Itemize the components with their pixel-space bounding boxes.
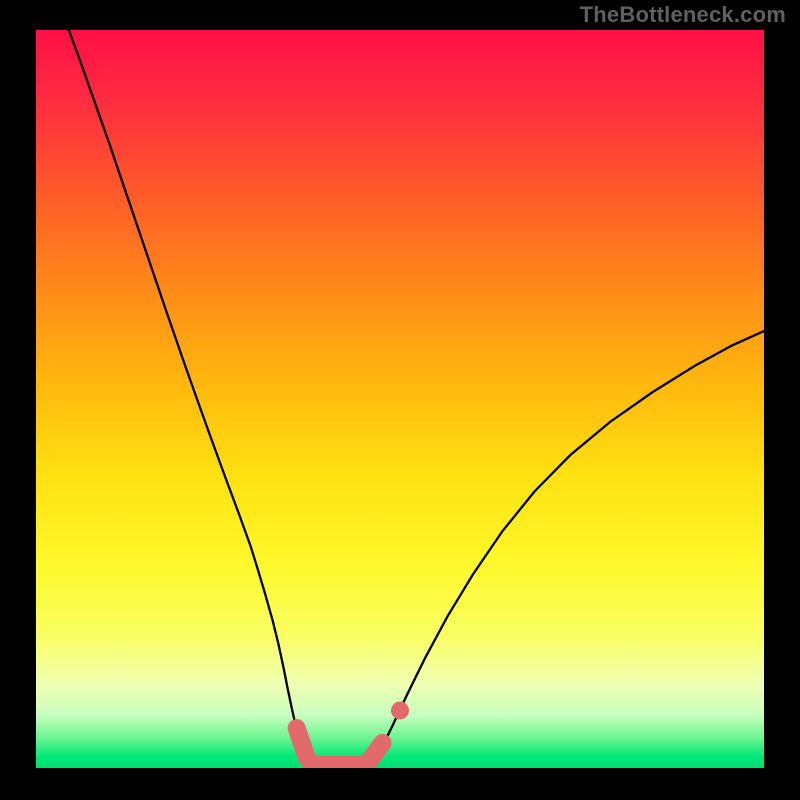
watermark-text: TheBottleneck.com: [580, 2, 786, 28]
chart-frame: TheBottleneck.com: [0, 0, 800, 800]
chart-svg: [36, 30, 764, 768]
overlay-dot: [391, 701, 409, 719]
overlay-segment-2: [369, 743, 382, 761]
overlay-segment-0: [297, 728, 307, 758]
chart-plot-area: [36, 30, 764, 768]
gradient-background: [36, 30, 764, 768]
